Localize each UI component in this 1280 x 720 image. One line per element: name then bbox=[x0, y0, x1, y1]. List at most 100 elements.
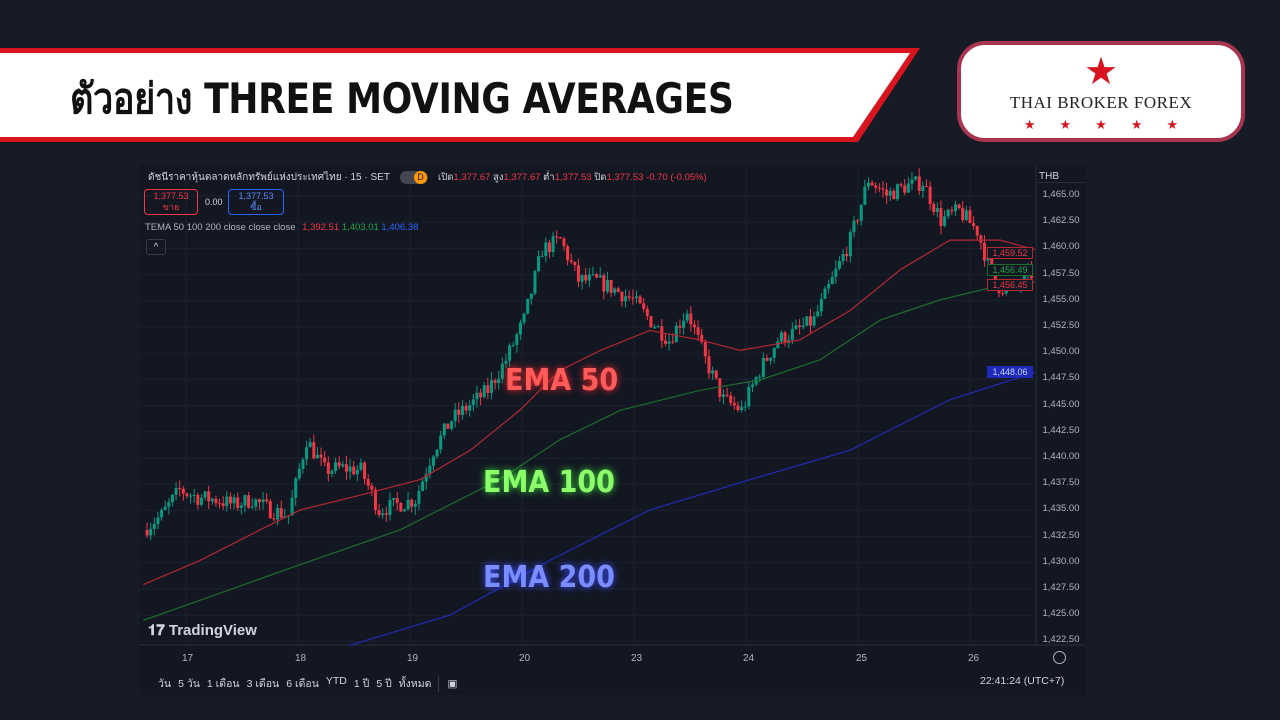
range-button[interactable]: 3 เดือน bbox=[246, 678, 280, 690]
candle-body bbox=[736, 405, 740, 411]
candle-body bbox=[555, 236, 559, 238]
candle-body bbox=[620, 291, 624, 302]
candle-body bbox=[841, 253, 845, 262]
candle-body bbox=[609, 279, 613, 293]
candle-body bbox=[145, 529, 149, 536]
candle-body bbox=[243, 495, 247, 506]
candle-body bbox=[972, 223, 976, 227]
price-tick: 1,430.00 bbox=[1042, 555, 1080, 567]
candle-body bbox=[769, 357, 773, 361]
candle-body bbox=[812, 316, 816, 326]
candle-body bbox=[946, 209, 950, 217]
candle-body bbox=[961, 208, 965, 221]
candle-body bbox=[696, 327, 700, 335]
candle-body bbox=[790, 328, 794, 340]
price-tick: 1,447.50 bbox=[1042, 372, 1080, 384]
candle-body bbox=[239, 505, 243, 508]
candle-body bbox=[276, 508, 280, 520]
sell-button[interactable]: 1,377.53 ขาย bbox=[144, 189, 198, 215]
candle-body bbox=[598, 275, 602, 278]
indicator-legend[interactable]: TEMA 50 100 200 close close close 1,392.… bbox=[145, 222, 418, 233]
high-value: 1,377.67 bbox=[503, 172, 541, 183]
time-tick: 24 bbox=[743, 653, 755, 664]
candle-body bbox=[468, 405, 472, 411]
open-label: เปิด bbox=[437, 172, 454, 183]
range-selector[interactable]: วัน 5 วัน 1 เดือน 3 เดือน 6 เดือน YTD 1 ปี 5 ปี… bbox=[158, 675, 431, 692]
candle-body bbox=[801, 325, 805, 328]
range-button[interactable]: 5 วัน bbox=[178, 678, 200, 690]
price-tick: 1,425.00 bbox=[1042, 608, 1080, 620]
ema100-label: EMA 100 bbox=[483, 465, 615, 500]
candle-body bbox=[830, 276, 834, 285]
clock[interactable]: 22:41:24 (UTC+7) bbox=[980, 675, 1065, 687]
candle-body bbox=[381, 513, 385, 515]
price-tick: 1,440.00 bbox=[1042, 451, 1080, 462]
chart-header-row: ดัชนีราคาหุ้นตลาดหลักทรัพย์แห่งประเทศไทย… bbox=[148, 170, 707, 185]
candle-body bbox=[587, 274, 591, 281]
settings-gear-icon[interactable] bbox=[1053, 651, 1066, 664]
candle-body bbox=[776, 341, 780, 349]
candle-body bbox=[779, 332, 783, 342]
candle-body bbox=[533, 271, 537, 294]
candle-body bbox=[725, 394, 729, 396]
candle-body bbox=[747, 386, 751, 407]
candle-body bbox=[312, 442, 316, 459]
candle-body bbox=[297, 468, 301, 479]
ema-line-100 bbox=[143, 281, 1036, 621]
range-button[interactable]: YTD bbox=[325, 675, 347, 687]
price-tick: 1,442.50 bbox=[1042, 424, 1080, 436]
range-button[interactable]: 1 ปี bbox=[353, 678, 370, 690]
candle-body bbox=[711, 370, 715, 374]
range-button[interactable]: วัน bbox=[158, 678, 172, 690]
candle-body bbox=[964, 210, 968, 221]
candle-body bbox=[500, 363, 504, 379]
candle-body bbox=[656, 326, 660, 328]
currency-label[interactable]: THB bbox=[1037, 171, 1085, 183]
price-tick: 1,437.50 bbox=[1042, 477, 1080, 489]
candle-body bbox=[489, 380, 493, 393]
candle-body bbox=[899, 184, 903, 186]
last-price-tag: 1,456.45 bbox=[987, 279, 1033, 291]
candle-body bbox=[895, 184, 899, 200]
indicator-value-1: 1,392.51 bbox=[302, 222, 340, 233]
candle-body bbox=[602, 275, 606, 292]
candle-body bbox=[471, 399, 475, 406]
candle-body bbox=[511, 344, 515, 346]
tradingview-watermark[interactable]: 𝟏𝟕 TradingView bbox=[148, 622, 257, 639]
page-title: ตัวอย่าง THREE MOVING AVERAGES bbox=[70, 74, 734, 123]
chart-symbol[interactable]: ดัชนีราคาหุ้นตลาดหลักทรัพย์แห่งประเทศไทย… bbox=[148, 172, 390, 183]
trading-chart[interactable]: ดัชนีราคาหุ้นตลาดหลักทรัพย์แห่งประเทศไทย… bbox=[140, 165, 1085, 695]
candle-body bbox=[210, 498, 214, 502]
candle-body bbox=[642, 303, 646, 309]
candle-body bbox=[355, 469, 359, 475]
candle-body bbox=[993, 268, 997, 286]
range-button[interactable]: 6 เดือน bbox=[286, 678, 319, 690]
candle-body bbox=[301, 459, 305, 469]
candle-body bbox=[236, 497, 240, 508]
market-status-badge[interactable]: D bbox=[399, 171, 428, 184]
candle-body bbox=[595, 274, 599, 278]
chart-plot[interactable] bbox=[140, 165, 1085, 695]
candle-body bbox=[250, 506, 254, 508]
collapse-legend-button[interactable]: ^ bbox=[146, 239, 166, 255]
buy-button[interactable]: 1,377.53 ซื้อ bbox=[228, 189, 284, 215]
candle-body bbox=[417, 490, 421, 504]
candle-body bbox=[442, 423, 446, 436]
date-range-calendar-icon[interactable]: ▣ bbox=[438, 675, 457, 692]
candle-body bbox=[305, 447, 309, 460]
candle-body bbox=[479, 392, 483, 398]
star-icon: ★ bbox=[1083, 51, 1119, 93]
candle-body bbox=[529, 293, 533, 299]
range-button[interactable]: 5 ปี bbox=[376, 678, 392, 690]
range-button[interactable]: ทั้งหมด bbox=[398, 678, 432, 690]
ema200-label: EMA 200 bbox=[483, 560, 615, 595]
candle-body bbox=[721, 394, 725, 397]
range-button[interactable]: 1 เดือน bbox=[206, 678, 240, 690]
price-tick: 1,455.00 bbox=[1042, 293, 1080, 305]
candle-body bbox=[218, 503, 222, 505]
candle-body bbox=[232, 497, 236, 504]
high-label: สูง bbox=[493, 172, 504, 183]
candle-body bbox=[740, 406, 744, 411]
candle-body bbox=[943, 216, 947, 226]
candle-body bbox=[816, 311, 820, 317]
